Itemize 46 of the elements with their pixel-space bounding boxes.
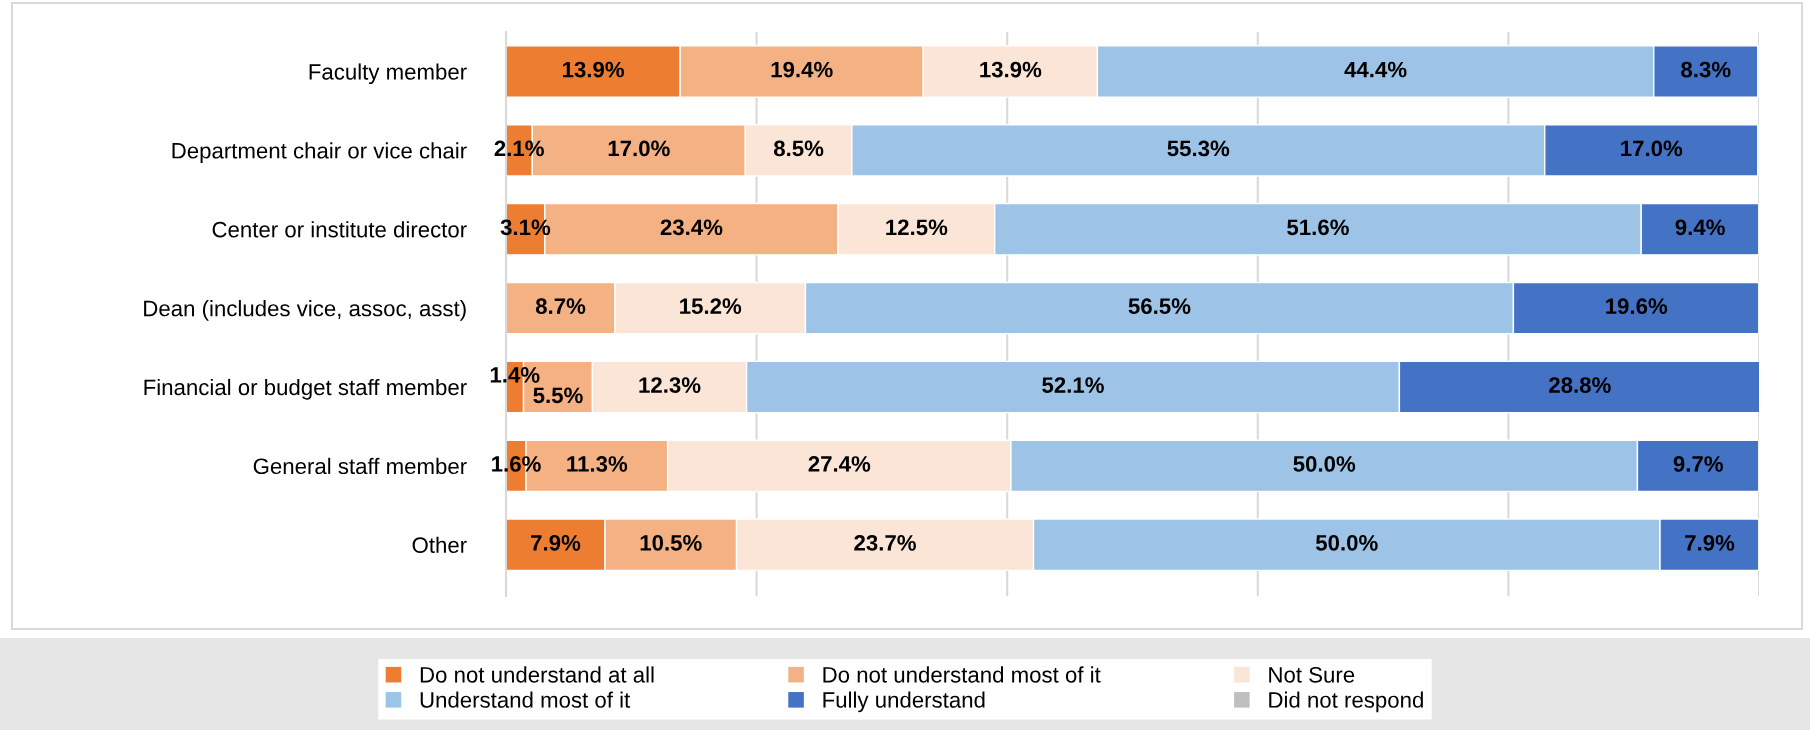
legend-label: Understand most of it: [420, 691, 631, 708]
data-label: 11.3%: [567, 456, 628, 472]
data-label: 52.1%: [1042, 377, 1104, 393]
legend-label: Did not respond: [1269, 691, 1423, 713]
y-tick-label: Other: [412, 536, 467, 553]
data-label: 13.9%: [980, 61, 1042, 78]
data-label: 28.8%: [1549, 377, 1611, 393]
data-label: 9.4%: [1675, 219, 1725, 236]
data-label: 55.3%: [1167, 140, 1230, 157]
data-label: 13.9%: [562, 61, 624, 78]
data-label: 12.3%: [639, 377, 701, 393]
data-label: 2.1%: [494, 140, 544, 157]
legend-label: Do not understand at all: [420, 666, 654, 683]
data-label: 23.4%: [660, 219, 723, 236]
data-label: 15.2%: [680, 298, 742, 315]
data-label: 19.4%: [771, 61, 833, 78]
data-label: 5.5%: [533, 387, 583, 404]
data-label: 19.6%: [1606, 298, 1668, 315]
data-label: 44.4%: [1344, 61, 1407, 78]
data-label: 10.5%: [640, 534, 702, 551]
y-tick-label: Department chair or vice chair: [172, 142, 467, 163]
data-label: 23.7%: [854, 534, 916, 551]
data-label: 1.6%: [492, 456, 541, 472]
data-label: 56.5%: [1128, 298, 1191, 315]
data-label: 7.9%: [531, 534, 581, 551]
data-label: 50.0%: [1293, 456, 1356, 472]
data-label: 17.0%: [608, 140, 670, 157]
legend-label: Do not understand most of it: [823, 666, 1101, 683]
data-label: 17.0%: [1621, 140, 1683, 157]
data-label: 8.5%: [773, 140, 824, 157]
y-tick-label: Center or institute director: [212, 221, 467, 238]
y-tick-label: Financial or budget staff member: [144, 378, 467, 400]
legend-label: Fully understand: [823, 691, 985, 713]
data-label: 27.4%: [808, 456, 871, 472]
data-label: 8.7%: [535, 298, 586, 315]
data-label: 12.5%: [886, 219, 948, 236]
legend-label: Not Sure: [1269, 666, 1355, 683]
data-label: 8.3%: [1681, 61, 1731, 78]
y-tick-label: Dean (includes vice, assoc, asst): [144, 300, 466, 321]
y-tick-label: General staff member: [253, 457, 467, 475]
y-tick-label: Faculty member: [309, 63, 467, 85]
data-label: 7.9%: [1685, 534, 1735, 551]
data-label: 1.4%: [490, 367, 540, 383]
data-label: 51.6%: [1287, 219, 1349, 236]
data-label: 9.7%: [1673, 456, 1723, 472]
data-label: 50.0%: [1315, 534, 1378, 551]
